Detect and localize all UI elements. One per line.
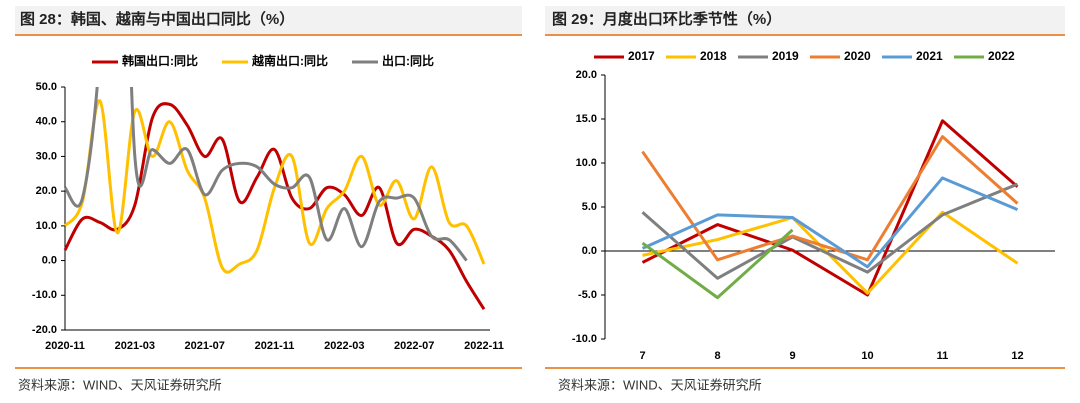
source-note: 资料来源：WIND、天风证券研究所 [18, 377, 222, 392]
legend-label: 越南出口:同比 [251, 53, 328, 68]
x-tick-label: 7 [639, 350, 645, 362]
series-line [63, 87, 468, 262]
y-tick-label: 5.0 [582, 201, 597, 213]
x-tick-label: 2022-11 [464, 340, 504, 352]
y-tick-label: -5.0 [578, 289, 597, 301]
legend-label: 出口:同比 [382, 53, 434, 68]
y-tick-label: -10.0 [32, 289, 57, 301]
x-tick-label: 2021-07 [184, 340, 224, 352]
x-tick-label: 2022-07 [394, 340, 434, 352]
legend-label: 2017 [628, 49, 655, 63]
title-band [15, 6, 522, 34]
legend-label: 韩国出口:同比 [122, 53, 198, 68]
series-line [641, 228, 794, 300]
x-tick-label: 2021-11 [255, 340, 295, 352]
chart-title: 图 28：韩国、越南与中国出口同比（%） [20, 10, 294, 28]
y-tick-label: -20.0 [32, 324, 57, 336]
chart-title: 图 29：月度出口环比季节性（%） [552, 10, 781, 28]
series-line [641, 176, 1019, 269]
legend-label: 2018 [700, 49, 727, 63]
x-tick-label: 12 [1011, 350, 1023, 362]
y-tick-label: 15.0 [576, 113, 597, 125]
y-tick-label: 20.0 [576, 69, 597, 81]
x-tick-label: 9 [789, 350, 795, 362]
y-tick-label: 40.0 [36, 116, 57, 128]
y-tick-label: 10.0 [36, 220, 57, 232]
series-line [641, 135, 1019, 262]
legend-label: 2020 [844, 49, 871, 63]
series-line [63, 102, 486, 310]
y-tick-label: -10.0 [572, 333, 597, 345]
series-line [641, 182, 1019, 280]
legend-label: 2022 [988, 49, 1015, 63]
x-tick-label: 11 [937, 350, 949, 362]
y-tick-label: 0.0 [42, 254, 57, 266]
y-tick-label: 0.0 [582, 245, 597, 257]
legend-label: 2021 [916, 49, 943, 63]
legend-label: 2019 [772, 49, 799, 63]
series-line [63, 99, 486, 274]
title-band [545, 6, 1065, 34]
x-tick-label: 2022-03 [324, 340, 364, 352]
y-tick-label: 10.0 [576, 157, 597, 169]
x-tick-label: 10 [861, 350, 873, 362]
x-tick-label: 8 [714, 350, 720, 362]
series-line [641, 119, 1019, 297]
x-tick-label: 2021-03 [115, 340, 155, 352]
y-tick-label: 30.0 [36, 150, 57, 162]
source-note: 资料来源：WIND、天风证券研究所 [558, 377, 762, 392]
x-tick-label: 2020-11 [45, 340, 85, 352]
y-tick-label: 50.0 [36, 81, 57, 93]
y-tick-label: 20.0 [36, 185, 57, 197]
